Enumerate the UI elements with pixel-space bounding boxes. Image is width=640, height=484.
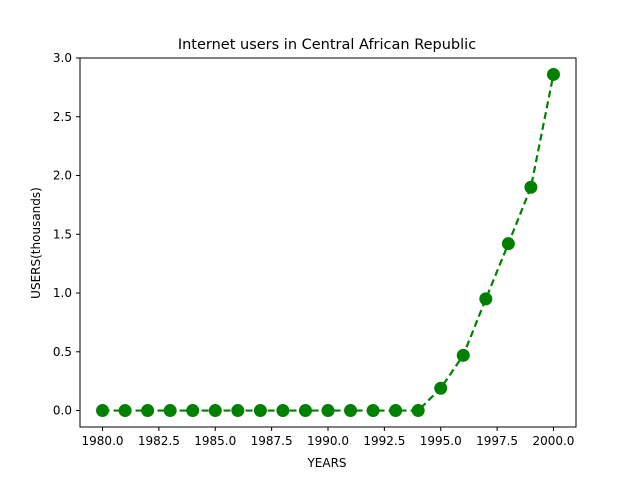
- plot-frame: [79, 57, 577, 428]
- data-series: [96, 67, 560, 418]
- x-tick-label: 1980.0: [82, 434, 124, 448]
- x-axis-label: YEARS: [306, 456, 346, 470]
- y-tick-label: 0.5: [53, 345, 72, 359]
- data-point: [344, 404, 358, 418]
- data-point: [389, 404, 403, 418]
- data-point: [231, 404, 245, 418]
- data-point: [479, 292, 493, 306]
- y-tick-label: 1.5: [53, 227, 72, 241]
- data-point: [118, 404, 132, 418]
- chart-title: Internet users in Central African Republ…: [178, 37, 476, 53]
- data-point: [524, 180, 538, 194]
- x-tick-label: 1985.0: [194, 434, 236, 448]
- y-tick-label: 2.0: [53, 169, 72, 183]
- data-point: [501, 237, 515, 251]
- axis-ticks: 1980.0 1982.5 1985.0 1987.5 1990.0 1992.5 1995…: [53, 51, 575, 448]
- x-tick-label: 2000.0: [532, 434, 574, 448]
- data-point: [434, 381, 448, 395]
- series-line: [102, 74, 555, 412]
- x-tick-label: 1997.5: [476, 434, 518, 448]
- x-tick-label: 1990.0: [307, 434, 349, 448]
- y-tick-label: 0.0: [53, 404, 72, 418]
- data-point: [208, 404, 222, 418]
- data-point: [186, 404, 200, 418]
- y-axis-label: USERS(thousands): [29, 187, 43, 299]
- x-tick-label: 1995.0: [420, 434, 462, 448]
- y-tick-label: 2.5: [53, 110, 72, 124]
- x-tick-label: 1987.5: [251, 434, 293, 448]
- data-point: [411, 404, 425, 418]
- x-tick-label: 1992.5: [363, 434, 405, 448]
- data-point: [456, 348, 470, 362]
- data-point: [141, 404, 155, 418]
- data-point: [298, 404, 312, 418]
- y-tick-label: 1.0: [53, 286, 72, 300]
- data-point: [321, 404, 335, 418]
- data-point: [366, 404, 380, 418]
- data-point: [163, 404, 177, 418]
- data-point: [546, 67, 560, 81]
- y-tick-label: 3.0: [53, 51, 72, 65]
- data-point: [253, 404, 267, 418]
- x-tick-label: 1982.5: [138, 434, 180, 448]
- data-point: [276, 404, 290, 418]
- data-point: [96, 404, 110, 418]
